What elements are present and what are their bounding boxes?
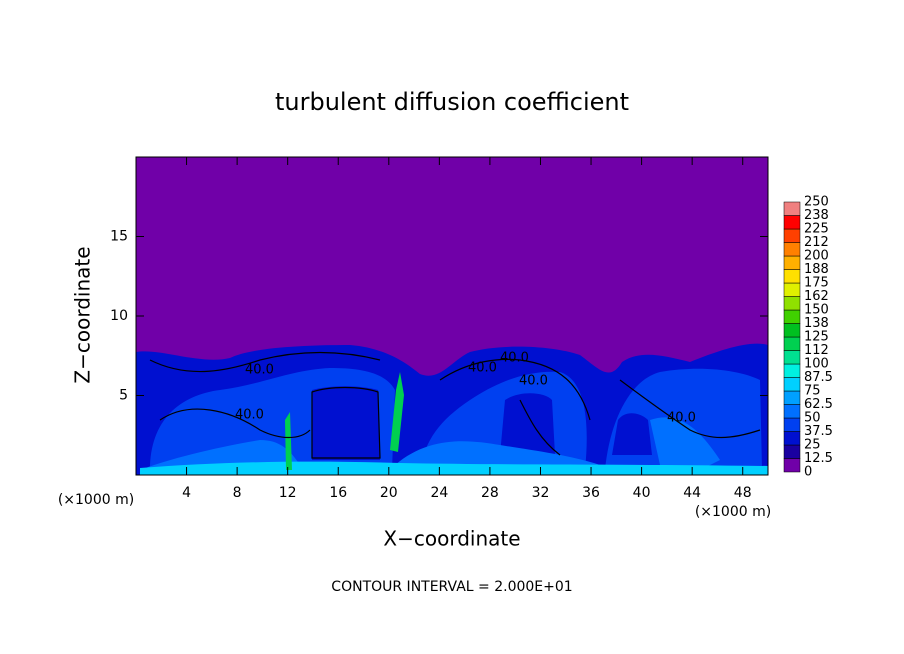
colorbar-swatch <box>783 269 801 284</box>
y-tick-label: 15 <box>110 229 128 245</box>
colorbar-label: 0 <box>804 465 812 480</box>
colorbar-swatch <box>783 377 801 392</box>
field <box>136 157 768 475</box>
colorbar-label: 75 <box>804 384 821 399</box>
y-tick-label: 10 <box>110 308 128 324</box>
y-tick-label: 5 <box>119 388 128 404</box>
x-tick-label: 16 <box>329 485 347 501</box>
colorbar-swatch <box>783 458 801 473</box>
colorbar-swatch <box>783 242 801 257</box>
colorbar-swatch <box>783 215 801 230</box>
colorbar-swatch <box>783 228 801 243</box>
contour-interval: CONTOUR INTERVAL = 2.000E+01 <box>331 579 572 595</box>
colorbar-label: 250 <box>804 195 829 210</box>
colorbar-swatch <box>783 363 801 378</box>
x-tick-label: 24 <box>430 485 448 501</box>
y-unit-label: (×1000 m) <box>58 492 134 508</box>
x-tick-label: 8 <box>233 485 242 501</box>
field-region <box>312 386 652 460</box>
colorbar-label: 175 <box>804 276 829 291</box>
colorbar-swatch <box>783 296 801 311</box>
colorbar-swatch <box>783 282 801 297</box>
x-tick-label: 36 <box>582 485 600 501</box>
x-tick-label: 32 <box>532 485 550 501</box>
y-axis-label: Z−coordinate <box>71 246 95 383</box>
colorbar-swatch <box>783 444 801 459</box>
x-unit-label: (×1000 m) <box>695 504 771 520</box>
x-axis-label: X−coordinate <box>383 527 520 551</box>
colorbar-label: 87.5 <box>804 370 833 385</box>
colorbar-label: 138 <box>804 316 829 331</box>
colorbar-label: 50 <box>804 411 821 426</box>
colorbar-swatch <box>783 417 801 432</box>
contour-label: 40.0 <box>519 374 548 389</box>
colorbar-label: 225 <box>804 222 829 237</box>
field-region <box>140 461 768 475</box>
colorbar-swatch <box>783 336 801 351</box>
contour-label: 40.0 <box>500 351 529 366</box>
contour-label: 40.0 <box>667 411 696 426</box>
field-region <box>140 417 720 470</box>
x-tick-label: 48 <box>734 485 752 501</box>
colorbar-swatch <box>783 390 801 405</box>
colorbar-swatch <box>783 431 801 446</box>
colorbar-label: 25 <box>804 438 821 453</box>
colorbar-label: 200 <box>804 249 829 264</box>
x-tick-label: 44 <box>683 485 701 501</box>
colorbar-label: 125 <box>804 330 829 345</box>
contour-label: 40.0 <box>245 363 274 378</box>
x-tick-label: 28 <box>481 485 499 501</box>
colorbar-swatch <box>783 201 801 216</box>
colorbar-label: 112 <box>804 343 829 358</box>
colorbar-swatch <box>783 323 801 338</box>
colorbar-label: 162 <box>804 289 829 304</box>
colorbar-label: 238 <box>804 208 829 223</box>
colorbar-label: 188 <box>804 262 829 277</box>
colorbar-swatch <box>783 404 801 419</box>
colorbar-label: 62.5 <box>804 397 833 412</box>
colorbar-label: 37.5 <box>804 424 833 439</box>
colorbar-label: 212 <box>804 235 829 250</box>
colorbar-swatch <box>783 255 801 270</box>
x-tick-label: 12 <box>279 485 297 501</box>
x-tick-label: 4 <box>182 485 191 501</box>
contour-label: 40.0 <box>468 361 497 376</box>
colorbar-swatch <box>783 309 801 324</box>
colorbar-label: 150 <box>804 303 829 318</box>
colorbar-label: 12.5 <box>804 451 833 466</box>
colorbar-swatch <box>783 350 801 365</box>
contour-label: 40.0 <box>235 408 264 423</box>
x-tick-label: 20 <box>380 485 398 501</box>
x-tick-label: 40 <box>633 485 651 501</box>
chart-title: turbulent diffusion coefficient <box>275 88 629 116</box>
field-region <box>150 368 762 470</box>
colorbar-label: 100 <box>804 357 829 372</box>
